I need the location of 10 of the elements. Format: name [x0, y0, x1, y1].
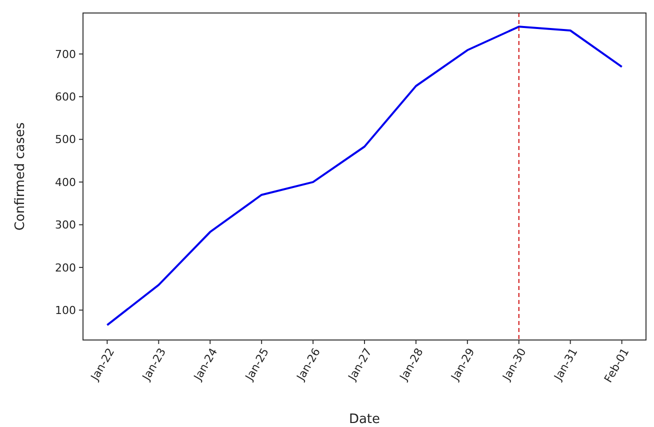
y-tick-label: 400: [55, 176, 76, 189]
y-tick-label: 500: [55, 133, 76, 146]
y-tick-label: 200: [55, 261, 76, 274]
line-series: [106, 26, 623, 326]
y-tick-label: 700: [55, 48, 76, 61]
y-tick-label: 300: [55, 218, 76, 232]
y-tick-label: 100: [55, 304, 76, 317]
y-tick-label: 600: [55, 90, 76, 104]
x-axis-title: Date: [348, 412, 380, 427]
y-axis-title: Confirmed cases: [13, 122, 28, 231]
